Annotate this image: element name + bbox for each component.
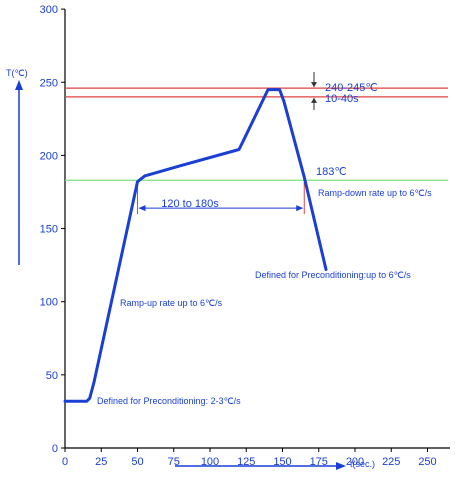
axis-ticks: 0 50 100 150 200 250 300 0 25 50 75 100 125 150 175 200… <box>40 4 437 468</box>
y-tick-label: 250 <box>40 77 58 89</box>
axis-labels: T(℃) t(sec.) <box>6 68 375 469</box>
y-tick-label: 200 <box>40 150 58 162</box>
y-tick-label: 50 <box>46 370 58 382</box>
annotation-ramp-down: Ramp-down rate up to 6℃/s <box>318 188 432 198</box>
x-tick-label: 175 <box>310 456 328 468</box>
soak-arrowhead-right <box>296 205 304 212</box>
annotation-ramp-down-precond: Defined for Preconditioning:up to 6℃/s <box>255 270 411 280</box>
y-tick-label: 300 <box>40 4 58 16</box>
y-axis-arrowhead <box>15 80 23 90</box>
annotation-soak-time: 120 to 180s <box>161 198 219 210</box>
annotation-peak-temp: 240-245℃ <box>325 82 378 94</box>
annotation-peak-time: 10-40s <box>325 93 359 105</box>
series-line-1 <box>63 88 328 403</box>
x-tick-label: 0 <box>62 456 68 468</box>
x-tick-label: 75 <box>168 456 180 468</box>
annotation-ramp-up-precond: Defined for Preconditioning: 2-3℃/s <box>97 396 241 406</box>
annotation-liquidus: 183℃ <box>316 166 347 178</box>
x-tick-label: 150 <box>273 456 291 468</box>
x-tick-label: 250 <box>418 456 436 468</box>
y-tick-label: 150 <box>40 224 58 236</box>
peak-arrowhead-top <box>311 82 317 88</box>
series-group <box>63 88 328 403</box>
peak-arrowhead-bottom <box>311 97 317 103</box>
x-tick-label: 225 <box>382 456 400 468</box>
annotations: 240-245℃ 10-40s 183℃ Ramp-down rate up t… <box>97 82 432 406</box>
annotation-ramp-up: Ramp-up rate up to 6℃/s <box>120 298 223 308</box>
x-tick-label: 50 <box>131 456 143 468</box>
reference-lines <box>65 72 448 215</box>
x-tick-label: 25 <box>95 456 107 468</box>
x-axis-arrowhead <box>336 462 346 470</box>
x-tick-label: 100 <box>201 456 219 468</box>
soak-arrowhead-left <box>138 205 146 212</box>
y-tick-label: 100 <box>40 297 58 309</box>
y-axis-label: T(℃) <box>6 68 28 78</box>
y-tick-label: 0 <box>52 443 58 455</box>
x-axis-label: t(sec.) <box>350 459 375 469</box>
x-tick-label: 125 <box>237 456 255 468</box>
x-tick-label: 200 <box>346 456 364 468</box>
